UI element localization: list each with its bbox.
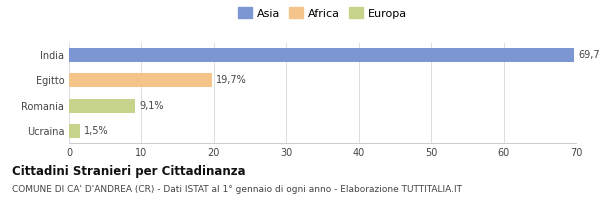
Text: 1,5%: 1,5% bbox=[84, 126, 109, 136]
Text: Cittadini Stranieri per Cittadinanza: Cittadini Stranieri per Cittadinanza bbox=[12, 165, 245, 178]
Text: 19,7%: 19,7% bbox=[216, 75, 247, 85]
Bar bbox=[69, 48, 574, 62]
Bar bbox=[69, 99, 135, 113]
Legend: Asia, Africa, Europa: Asia, Africa, Europa bbox=[236, 7, 409, 21]
Text: 9,1%: 9,1% bbox=[139, 101, 164, 111]
Text: COMUNE DI CA' D'ANDREA (CR) - Dati ISTAT al 1° gennaio di ogni anno - Elaborazio: COMUNE DI CA' D'ANDREA (CR) - Dati ISTAT… bbox=[12, 185, 462, 194]
Text: 69,7%: 69,7% bbox=[578, 50, 600, 60]
Bar bbox=[69, 73, 212, 87]
Bar bbox=[69, 124, 80, 138]
